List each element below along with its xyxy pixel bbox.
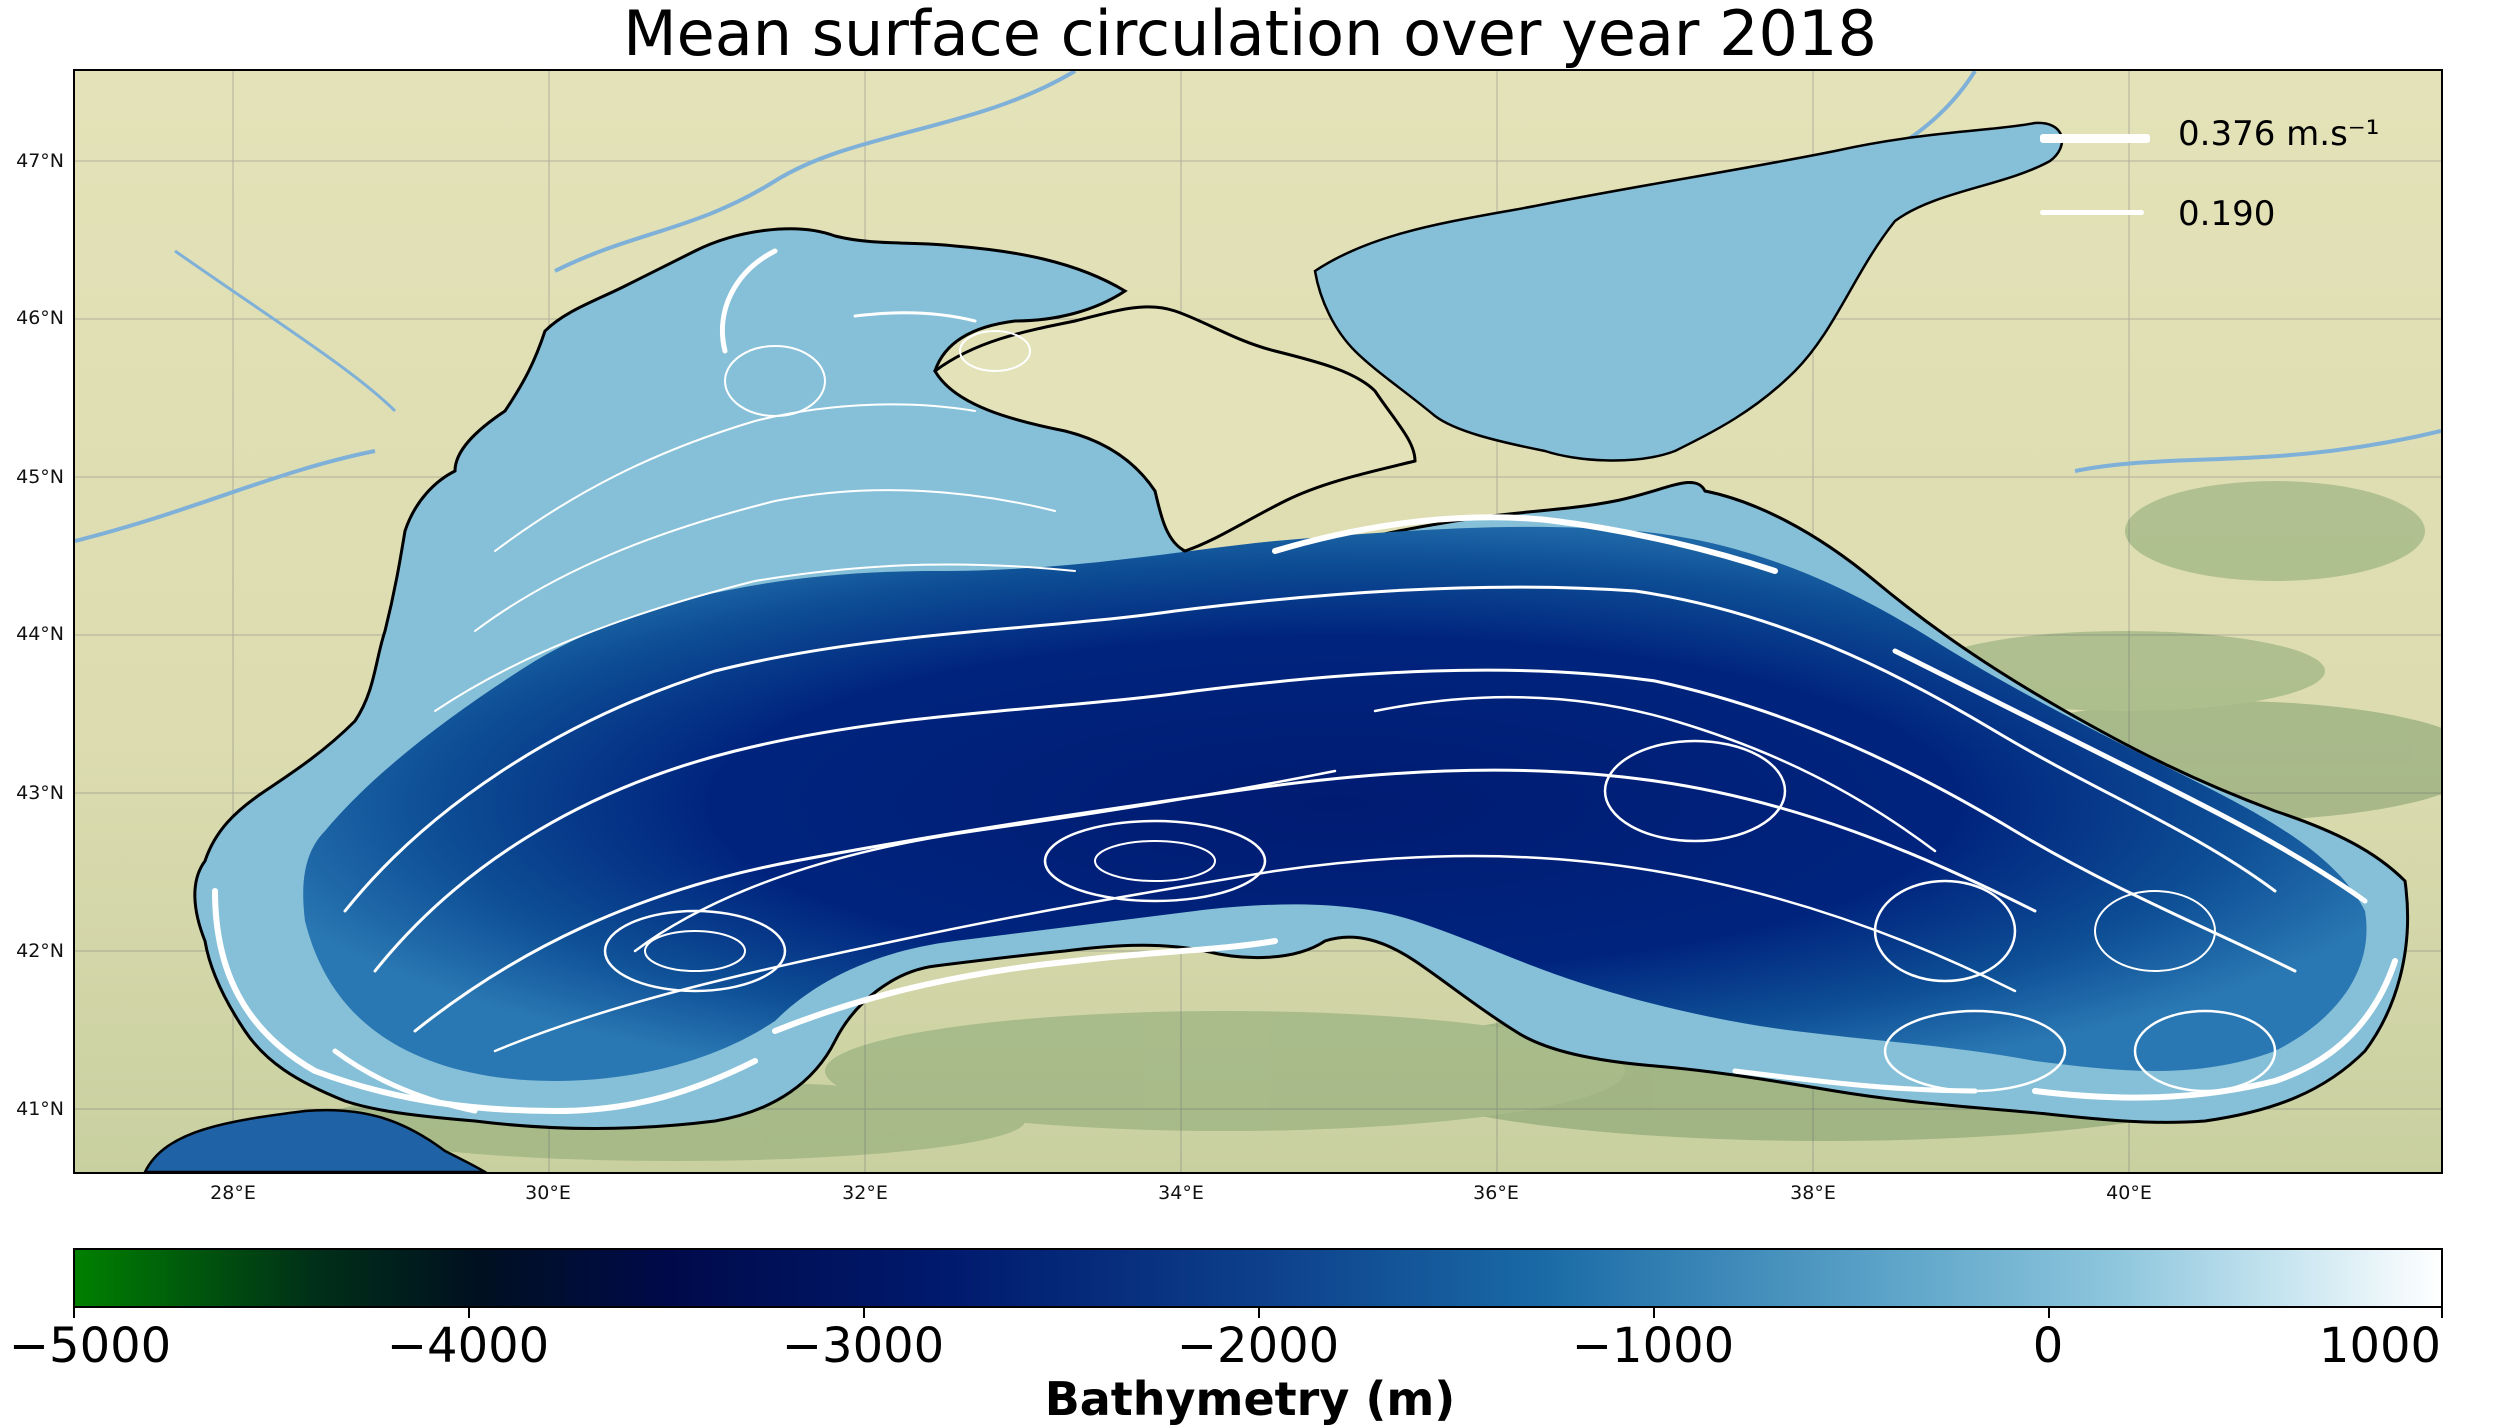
- colorbar-label: −4000: [386, 1318, 550, 1374]
- lat-tick-41: 41°N: [16, 1098, 64, 1120]
- lat-tick-45: 45°N: [16, 466, 64, 488]
- lon-tick-28: 28°E: [210, 1182, 256, 1204]
- lon-tick-34: 34°E: [1158, 1182, 1204, 1204]
- lat-tick-47: 47°N: [16, 150, 64, 172]
- lon-tick-32: 32°E: [842, 1182, 888, 1204]
- colorbar-tick: [2048, 1308, 2050, 1318]
- colorbar-label: −2000: [1176, 1318, 1340, 1374]
- chart-title: Mean surface circulation over year 2018: [623, 0, 1877, 70]
- map-canvas: [75, 71, 2441, 1172]
- colorbar-label: 0: [2032, 1318, 2064, 1374]
- surface-streamlines: [212, 248, 2398, 1115]
- colorbar-label-max: 1000: [2318, 1318, 2442, 1374]
- lat-tick-44: 44°N: [16, 623, 64, 645]
- colorbar-label: −1000: [1571, 1318, 1735, 1374]
- colorbar-tick: [863, 1308, 865, 1318]
- colorbar-title: Bathymetry (m): [1044, 1372, 1456, 1426]
- legend-line-strong: [2040, 134, 2150, 143]
- colorbar-tick: [73, 1308, 75, 1318]
- colorbar-label-min: −5000: [8, 1318, 172, 1374]
- bathymetry-colorbar: [73, 1248, 2443, 1308]
- colorbar-tick: [1653, 1308, 1655, 1318]
- lon-tick-30: 30°E: [525, 1182, 571, 1204]
- crimea-peninsula: [933, 305, 1417, 553]
- lon-tick-38: 38°E: [1790, 1182, 1836, 1204]
- lon-tick-36: 36°E: [1473, 1182, 1519, 1204]
- legend-label-strong: 0.376 m.s⁻¹: [2178, 114, 2380, 154]
- legend-label-weak: 0.190: [2178, 194, 2276, 234]
- lat-tick-46: 46°N: [16, 307, 64, 329]
- map-panel: [73, 69, 2443, 1174]
- colorbar-tick: [2441, 1308, 2443, 1318]
- lon-tick-40: 40°E: [2106, 1182, 2152, 1204]
- colorbar-tick: [468, 1308, 470, 1318]
- colorbar-tick: [1258, 1308, 1260, 1318]
- sea-of-azov: [1313, 121, 2064, 462]
- colorbar-label: −3000: [781, 1318, 945, 1374]
- sea-of-marmara: [143, 1108, 488, 1172]
- lat-tick-43: 43°N: [16, 782, 64, 804]
- lat-tick-42: 42°N: [16, 940, 64, 962]
- black-sea-deep-basin: [303, 526, 2367, 1081]
- legend-line-weak: [2040, 210, 2144, 215]
